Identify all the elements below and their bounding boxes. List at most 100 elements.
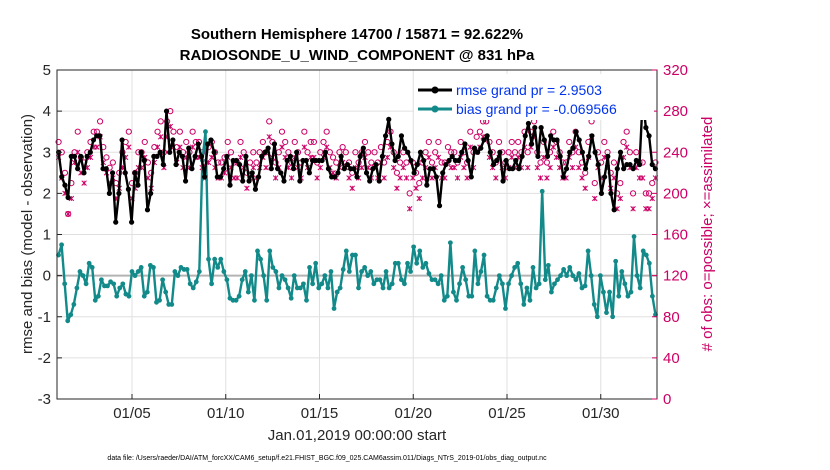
- bias-point: [89, 265, 95, 270]
- bias-point: [500, 281, 505, 287]
- rmse-point: [548, 133, 554, 139]
- obs-assimilated-point: [74, 149, 81, 156]
- rmse-point: [646, 133, 652, 139]
- bias-point: [567, 265, 573, 270]
- rmse-point: [227, 182, 233, 188]
- obs-possible-point: [304, 149, 311, 156]
- obs-possible-point: [629, 190, 637, 197]
- bias-point: [610, 314, 616, 320]
- rmse-point: [605, 153, 611, 159]
- bias-point: [637, 285, 643, 291]
- obs-assimilated-point: [250, 164, 257, 171]
- rmse-point: [252, 186, 259, 192]
- rmse-point: [525, 120, 532, 127]
- bias-point: [585, 248, 591, 254]
- bias-point: [264, 297, 270, 303]
- bias-point: [389, 281, 395, 287]
- obs-assimilated-point: [381, 175, 387, 181]
- bias-point: [420, 265, 426, 270]
- rmse-point: [84, 153, 90, 159]
- rmse-point: [217, 174, 224, 180]
- bias-point: [353, 252, 358, 258]
- x-axis-label: Jan.01,2019 00:00:00 start: [268, 427, 447, 444]
- rmse-point: [132, 170, 138, 176]
- obs-assimilated-point: [592, 195, 598, 202]
- bias-point: [343, 248, 349, 254]
- obs-possible-point: [406, 190, 413, 197]
- obs-possible-point: [633, 149, 640, 156]
- bias-point: [77, 269, 83, 274]
- obs-possible-point: [227, 149, 235, 156]
- rmse-point: [246, 178, 252, 184]
- obs-assimilated-point: [579, 175, 585, 181]
- bias-point: [92, 297, 98, 303]
- obs-assimilated-point: [237, 154, 244, 161]
- bias-point: [552, 281, 557, 287]
- bias-point: [506, 281, 511, 287]
- obs-possible-point: [154, 128, 161, 135]
- obs-assimilated-point: [569, 164, 576, 171]
- rmse-point: [125, 186, 132, 192]
- bias-point: [444, 293, 450, 299]
- obs-possible-point: [432, 149, 439, 156]
- bias-point: [258, 256, 263, 262]
- bias-point: [304, 297, 309, 303]
- rmse-point: [249, 170, 255, 176]
- rmse-point: [440, 170, 446, 176]
- bias-point: [212, 256, 218, 262]
- obs-assimilated-point: [288, 175, 295, 181]
- bias-point: [426, 271, 432, 276]
- rmse-point: [392, 157, 398, 164]
- bias-point: [68, 312, 74, 318]
- bias-point: [117, 285, 123, 291]
- bias-point: [564, 273, 570, 279]
- bias-point: [62, 281, 68, 287]
- bias-point: [71, 302, 77, 307]
- obs-assimilated-point: [266, 134, 272, 140]
- rmse-point: [325, 166, 332, 172]
- obs-possible-point: [537, 159, 544, 166]
- bias-point: [325, 285, 331, 291]
- obs-assimilated-point: [534, 164, 541, 171]
- rmse-point: [633, 157, 639, 164]
- bias-point: [405, 260, 410, 266]
- rmse-point: [373, 161, 379, 168]
- rmse-point: [198, 153, 205, 159]
- bias-point: [144, 289, 150, 295]
- bias-point: [215, 265, 221, 270]
- bias-point: [423, 260, 429, 266]
- obs-assimilated-point: [544, 175, 550, 181]
- obs-possible-point: [90, 128, 97, 135]
- obs-possible-point: [65, 210, 72, 218]
- y-right-tick-label: 200: [663, 185, 688, 202]
- obs-possible-point: [425, 138, 432, 146]
- bias-point: [322, 273, 328, 279]
- obs-possible-point: [620, 138, 627, 146]
- rmse-point: [468, 174, 474, 180]
- rmse-point: [351, 166, 357, 172]
- rmse-point: [265, 145, 271, 151]
- y-left-tick-label: 3: [43, 144, 51, 161]
- rmse-point: [443, 161, 449, 168]
- rmse-point: [643, 124, 649, 131]
- rmse-point: [275, 166, 281, 172]
- rmse-point: [322, 149, 328, 155]
- obs-possible-point: [259, 138, 266, 146]
- obs-possible-point: [237, 138, 244, 146]
- bias-point: [460, 265, 466, 270]
- obs-assimilated-point: [419, 175, 426, 181]
- rmse-point: [360, 145, 366, 151]
- bias-point: [634, 273, 640, 279]
- rmse-point: [186, 145, 192, 151]
- bias-point: [640, 248, 646, 254]
- bias-point: [175, 273, 181, 279]
- rmse-point: [586, 153, 592, 159]
- bias-point: [380, 285, 386, 291]
- obs-possible-point: [626, 149, 633, 156]
- rmse-point: [414, 161, 420, 168]
- bias-point: [432, 277, 438, 283]
- obs-possible-point: [361, 138, 369, 146]
- obs-assimilated-point: [524, 164, 531, 171]
- bias-point: [447, 240, 453, 246]
- bias-point: [521, 302, 527, 307]
